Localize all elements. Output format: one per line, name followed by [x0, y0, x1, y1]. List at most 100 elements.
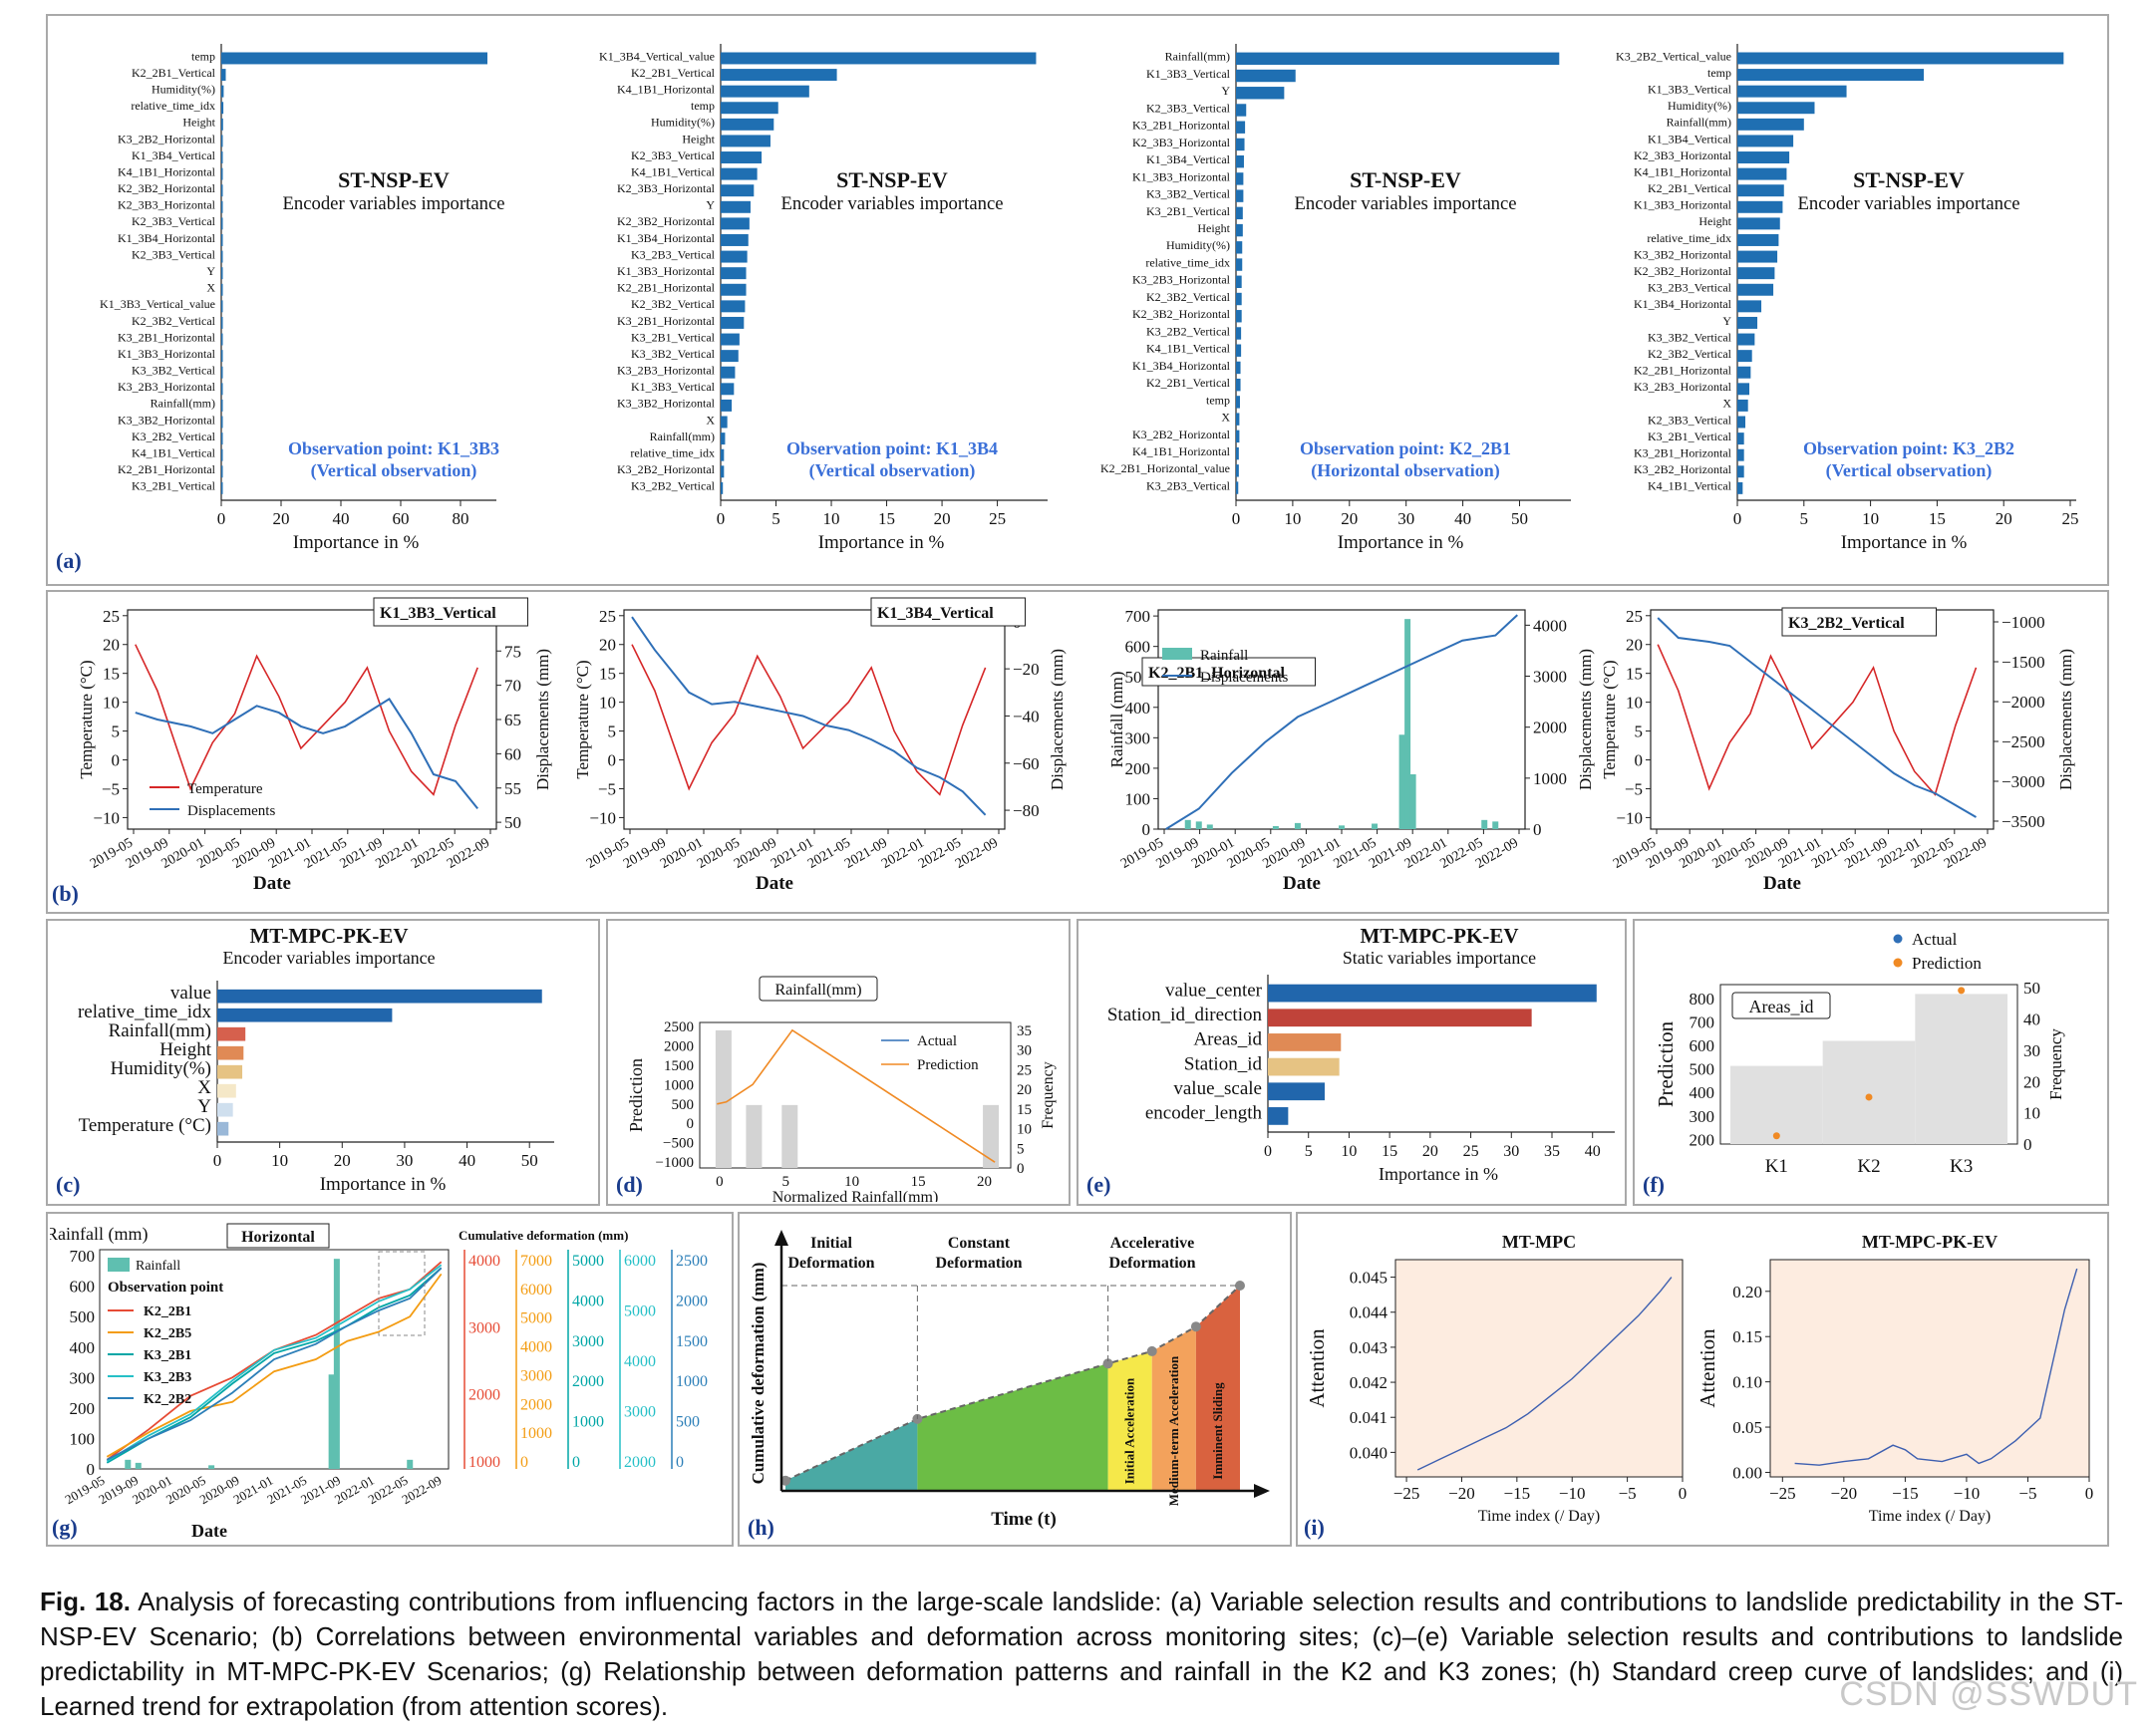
right-tick-label: 3000 [468, 1319, 500, 1336]
right-tick-label: 5000 [624, 1303, 656, 1320]
bar [1236, 275, 1242, 288]
right-tick-label: 2500 [676, 1253, 708, 1270]
left-tick-label: 700 [70, 1247, 96, 1266]
left-tick-label: 0 [687, 1116, 695, 1132]
right-tick-label: 30 [1017, 1043, 1032, 1059]
left-axis-title: Temperature (°C) [77, 660, 96, 778]
observation-point-note: Observation point: K3_2B2 [1803, 438, 2014, 458]
bar [1737, 383, 1750, 396]
bar [1236, 310, 1242, 323]
bar [221, 366, 223, 379]
right-axis-title: Displacements (mm) [1048, 649, 1067, 790]
bar [221, 151, 223, 163]
x-tick-label: 15 [1929, 509, 1946, 528]
right-tick-label: −1500 [2001, 653, 2045, 672]
x-tick-label: 25 [1463, 1143, 1479, 1160]
right-tick-label: 55 [504, 779, 521, 798]
right-tick-label: 5000 [572, 1253, 604, 1270]
left-tick-label: 800 [1690, 990, 1715, 1009]
right-tick-label: −80 [1013, 801, 1040, 820]
chart-g: 70060050040030020010002019-052019-092020… [50, 1223, 708, 1541]
stage-label: Accelerative [1110, 1235, 1194, 1252]
legend-label: Prediction [1912, 954, 1982, 973]
x-tick-label: 15 [911, 1174, 926, 1190]
category-label: K3_2B2_Horizontal [617, 462, 716, 476]
right-tick-label: 4000 [624, 1353, 656, 1370]
bar [221, 481, 223, 494]
x-tick-label: 0 [1232, 509, 1241, 528]
x-tick-label: 30 [396, 1151, 413, 1170]
category-label: temp [1206, 393, 1230, 407]
right-tick-label: 35 [1017, 1023, 1032, 1039]
category-label: K2_3B2_Vertical [1648, 347, 1732, 361]
rainfall-bar [1272, 825, 1279, 829]
chart-a-k1-3b4: K1_3B4_Vertical_value K2_2B1_Vertical K4_1… [599, 44, 1048, 553]
legend-label: Rainfall [136, 1259, 180, 1274]
left-tick-label: 10 [599, 694, 616, 713]
bar [217, 1008, 393, 1022]
creep-curve [784, 1285, 1241, 1482]
category-label: K3_2B1_Vertical [132, 479, 216, 493]
category-label: Y [706, 198, 715, 212]
left-tick-label: 200 [70, 1399, 96, 1418]
right-tick-label: −2000 [2001, 693, 2045, 712]
left-tick-label: 700 [1125, 607, 1151, 626]
chart-c: valuerelative_time_idxRainfall(mm)Height… [56, 924, 554, 1197]
category-label: K1_3B4_Horizontal [617, 231, 716, 245]
right-tick-label: 0 [1017, 1161, 1025, 1177]
x-tick-label: 2022-09 [953, 835, 1001, 871]
legend-label: Actual [1912, 930, 1958, 949]
x-tick-label: −25 [1769, 1484, 1796, 1503]
chart-b-k1-3b3: 2520151050−5−10807570656055502019-052019… [52, 597, 552, 906]
displacement-line [1657, 617, 1978, 818]
bar [1737, 448, 1744, 461]
bar [217, 1026, 246, 1041]
category-label: K1_3B4_Vertical [132, 148, 216, 162]
rainfall-bar [1294, 822, 1301, 829]
bar [217, 1102, 233, 1117]
bar [221, 283, 223, 296]
plot-frame [99, 1249, 450, 1470]
bar [221, 200, 223, 213]
deformation-line [106, 1273, 443, 1458]
x-tick-label: 10 [1862, 509, 1879, 528]
bar [217, 1064, 243, 1079]
left-tick-label: −5 [102, 779, 120, 798]
chart-i-mt-mpc: −25 −20 −15 −10 −5 0 0.045 0.044 0.043 0.042 0.041… [1304, 1232, 1688, 1540]
x-tick-label: 0 [1679, 1484, 1688, 1503]
category-label: K2_3B3_Vertical [132, 214, 216, 228]
x-tick-label: 5 [782, 1174, 790, 1190]
category-label: relative_time_idx [630, 446, 715, 460]
category-label: K3_2B3_Vertical [1648, 281, 1732, 295]
prediction-point [1865, 1093, 1873, 1101]
category-label: K1_3B3_Horizontal [1132, 169, 1231, 183]
rainfall-bar [1398, 734, 1405, 829]
chart-e: value_center Station_id_direction Areas_id… [1086, 924, 1615, 1197]
legend-swatch [1893, 934, 1903, 944]
rainfall-bar [1372, 823, 1379, 829]
left-tick-label: 1500 [664, 1058, 694, 1074]
x-tick-label: 40 [459, 1151, 475, 1170]
x-tick-label: 5 [1305, 1143, 1313, 1160]
y-tick-label: 0.042 [1350, 1373, 1387, 1392]
right-tick-label: 25 [1017, 1062, 1032, 1078]
bar [721, 448, 725, 461]
panel-label: (f) [1643, 1172, 1665, 1197]
bar [1737, 250, 1778, 263]
category-label: K1_3B3_Vertical_value [100, 297, 215, 311]
bar [1236, 378, 1241, 392]
bar [1737, 350, 1752, 363]
left-tick-label: 500 [1690, 1060, 1715, 1079]
bar [1236, 464, 1239, 477]
right-tick-label: 2000 [520, 1396, 552, 1413]
x-tick-label: 50 [1511, 509, 1528, 528]
left-tick-label: 10 [1626, 694, 1643, 713]
plot-frame [127, 609, 497, 830]
right-tick-label: 0 [572, 1454, 580, 1471]
bar [1236, 206, 1243, 220]
bar [221, 118, 223, 131]
x-axis-title: Importance in % [320, 1174, 447, 1195]
plot-frame [1394, 1259, 1684, 1478]
left-axis-title: Temperature (°C) [1600, 660, 1619, 778]
bar [221, 52, 487, 65]
